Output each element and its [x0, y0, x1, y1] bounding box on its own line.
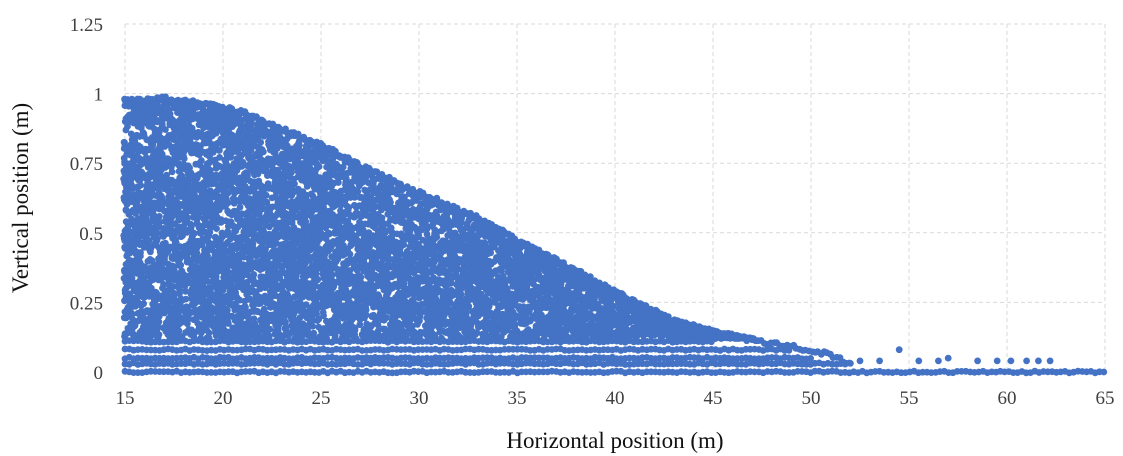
- data-point: [246, 207, 253, 215]
- data-point: [213, 225, 220, 233]
- data-point: [126, 176, 134, 184]
- data-point: [257, 139, 265, 146]
- data-point: [137, 181, 145, 189]
- data-point: [140, 300, 148, 308]
- data-point: [155, 318, 163, 326]
- data-point: [146, 246, 153, 254]
- data-point: [296, 299, 304, 307]
- data-point: [152, 231, 159, 238]
- data-point: [186, 164, 194, 172]
- data-point: [133, 198, 141, 206]
- data-point: [187, 220, 195, 228]
- data-point: [145, 237, 153, 245]
- data-point: [137, 143, 144, 151]
- data-point: [162, 126, 169, 133]
- data-point: [249, 240, 257, 248]
- data-point: [349, 323, 356, 331]
- data-point: [309, 322, 316, 330]
- data-point: [383, 314, 390, 322]
- data-point: [121, 243, 129, 251]
- data-point: [150, 211, 158, 219]
- data-point: [177, 261, 185, 269]
- data-point: [157, 192, 165, 200]
- data-point: [124, 123, 131, 130]
- data-point: [140, 274, 148, 282]
- data-points: [120, 93, 1108, 377]
- data-point: [156, 213, 163, 220]
- data-point: [149, 217, 156, 225]
- data-point: [266, 325, 274, 333]
- data-point: [226, 181, 234, 189]
- data-point: [155, 221, 163, 228]
- data-point: [258, 146, 266, 154]
- data-point: [334, 319, 342, 326]
- data-point: [205, 329, 213, 337]
- data-point: [137, 249, 144, 256]
- data-point: [183, 317, 191, 325]
- data-point: [242, 172, 250, 180]
- data-point: [274, 233, 282, 241]
- data-point: [155, 128, 163, 136]
- data-point: [261, 192, 269, 199]
- data-point: [378, 214, 386, 222]
- data-point: [205, 230, 213, 237]
- data-point: [180, 152, 187, 160]
- data-point: [315, 163, 323, 171]
- data-point: [246, 119, 253, 127]
- data-point: [127, 309, 135, 317]
- data-point: [387, 199, 394, 206]
- data-point: [387, 224, 395, 232]
- data-point: [383, 291, 391, 298]
- data-point: [325, 229, 332, 237]
- data-point: [143, 209, 151, 217]
- data-point: [236, 203, 244, 211]
- data-point: [224, 306, 231, 314]
- data-point: [157, 149, 165, 157]
- data-point: [139, 317, 146, 325]
- data-point: [168, 176, 176, 184]
- data-point: [149, 147, 156, 155]
- data-point: [168, 214, 176, 222]
- data-point: [387, 234, 394, 242]
- data-point: [319, 309, 327, 316]
- data-point: [163, 171, 171, 179]
- data-point: [227, 152, 234, 160]
- data-point: [362, 311, 370, 319]
- data-point: [139, 262, 147, 270]
- data-point: [321, 302, 329, 310]
